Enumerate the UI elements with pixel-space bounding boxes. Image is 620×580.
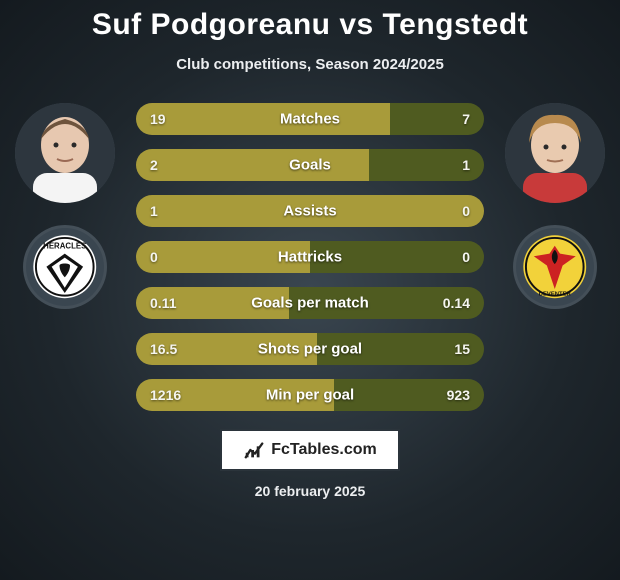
stat-label: Goals per match	[251, 295, 369, 312]
stat-row: 2 1 Goals	[136, 149, 484, 181]
stat-row: 0 0 Hattricks	[136, 241, 484, 273]
avatar-right-icon	[505, 103, 605, 203]
svg-text:DEVENTER: DEVENTER	[539, 292, 572, 298]
club-right-logo: DEVENTER	[513, 225, 597, 309]
stat-value-right: 7	[462, 111, 470, 127]
subtitle: Club competitions, Season 2024/2025	[0, 56, 620, 73]
svg-text:HERACLES: HERACLES	[43, 242, 86, 251]
stat-value-left: 0	[150, 249, 158, 265]
club-left-logo: HERACLES	[23, 225, 107, 309]
brand-box: FcTables.com	[220, 429, 400, 471]
right-side: DEVENTER	[490, 95, 620, 309]
stat-row: 1216 923 Min per goal	[136, 379, 484, 411]
stat-bar-left	[136, 103, 390, 135]
stat-value-right: 923	[447, 387, 470, 403]
stat-value-left: 2	[150, 157, 158, 173]
stat-row: 19 7 Matches	[136, 103, 484, 135]
stat-value-right: 1	[462, 157, 470, 173]
left-side: HERACLES	[0, 95, 130, 309]
goahead-logo-icon: DEVENTER	[522, 234, 588, 300]
main-row: HERACLES 19 7 Matches 2 1 Goals 1 0 Assists 0 0 Hat…	[0, 95, 620, 411]
player-left-avatar	[15, 103, 115, 203]
stat-bars: 19 7 Matches 2 1 Goals 1 0 Assists 0 0 Hattricks 0.1…	[130, 95, 490, 411]
stat-row: 1 0 Assists	[136, 195, 484, 227]
brand-chart-icon	[243, 439, 265, 461]
stat-label: Hattricks	[278, 249, 342, 266]
stat-value-right: 15	[454, 341, 470, 357]
date-text: 20 february 2025	[0, 483, 620, 499]
avatar-left-icon	[15, 103, 115, 203]
stat-value-left: 16.5	[150, 341, 177, 357]
stat-value-right: 0.14	[443, 295, 470, 311]
stat-value-left: 1216	[150, 387, 181, 403]
stat-value-left: 19	[150, 111, 166, 127]
page-title: Suf Podgoreanu vs Tengstedt	[0, 0, 620, 42]
stat-label: Goals	[289, 157, 331, 174]
stat-row: 16.5 15 Shots per goal	[136, 333, 484, 365]
stat-label: Shots per goal	[258, 341, 362, 358]
brand-text: FcTables.com	[271, 441, 377, 459]
stat-label: Min per goal	[266, 387, 354, 404]
stat-bar-left	[136, 149, 369, 181]
player-right-avatar	[505, 103, 605, 203]
stat-label: Matches	[280, 111, 340, 128]
stat-value-right: 0	[462, 249, 470, 265]
heracles-logo-icon: HERACLES	[32, 234, 98, 300]
stat-label: Assists	[283, 203, 336, 220]
stat-value-right: 0	[462, 203, 470, 219]
stat-value-left: 1	[150, 203, 158, 219]
stat-value-left: 0.11	[150, 295, 176, 311]
comparison-card: Suf Podgoreanu vs Tengstedt Club competi…	[0, 0, 620, 580]
stat-row: 0.11 0.14 Goals per match	[136, 287, 484, 319]
